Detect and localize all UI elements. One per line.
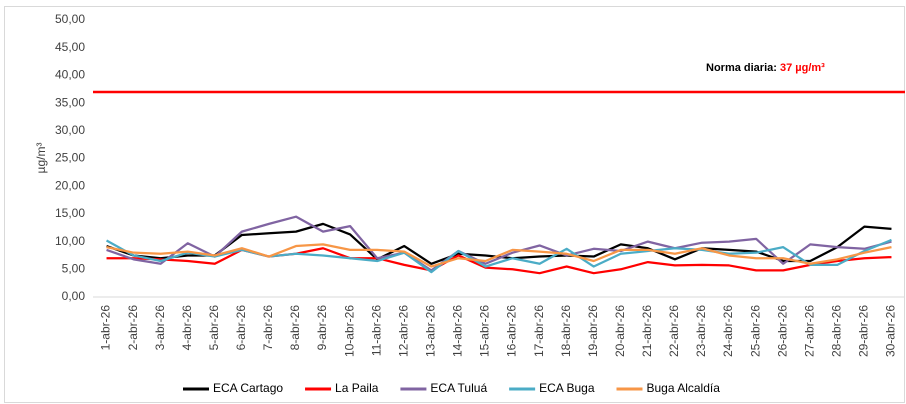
chart-frame: [4, 6, 905, 403]
x-tick-label: 7-abr-26: [261, 305, 275, 351]
x-tick-label: 2-abr-26: [126, 305, 140, 351]
legend-label: ECA Tuluá: [430, 381, 487, 395]
x-tick-label: 19-abr-26: [586, 305, 600, 357]
x-tick-label: 22-abr-26: [667, 305, 681, 357]
x-tick-label: 3-abr-26: [153, 305, 167, 351]
y-tick-label: 30,00: [55, 123, 85, 137]
x-tick-label: 29-abr-26: [857, 305, 871, 357]
y-tick-label: 10,00: [55, 234, 85, 248]
y-tick-label: 40,00: [55, 68, 85, 82]
annotation: Norma diaria: 37 µg/m³: [706, 62, 825, 74]
x-tick-label: 18-abr-26: [559, 305, 573, 357]
y-tick-label: 45,00: [55, 40, 85, 54]
legend-label: La Paila: [335, 381, 379, 395]
y-axis-label: µg/m³: [34, 143, 48, 174]
y-tick-label: 15,00: [55, 206, 85, 220]
x-tick-label: 20-abr-26: [613, 305, 627, 357]
x-tick-label: 12-abr-26: [396, 305, 410, 357]
x-tick-label: 9-abr-26: [315, 305, 329, 351]
x-tick-label: 8-abr-26: [288, 305, 302, 351]
y-tick-label: 20,00: [55, 178, 85, 192]
x-tick-label: 10-abr-26: [342, 305, 356, 357]
x-tick-label: 11-abr-26: [369, 305, 383, 356]
x-tick-label: 25-abr-26: [748, 305, 762, 357]
x-tick-label: 16-abr-26: [505, 305, 519, 357]
x-tick-label: 4-abr-26: [180, 305, 194, 351]
x-tick-label: 1-abr-26: [99, 305, 113, 351]
x-tick-label: 23-abr-26: [694, 305, 708, 357]
y-tick-label: 0,00: [62, 289, 86, 303]
x-tick-label: 14-abr-26: [451, 305, 465, 357]
legend-label: Buga Alcaldía: [647, 381, 721, 395]
x-tick-label: 5-abr-26: [207, 305, 221, 351]
y-tick-label: 50,00: [55, 12, 85, 26]
annotation-label: Norma diaria:: [706, 62, 777, 74]
y-tick-label: 35,00: [55, 95, 85, 109]
legend-label: ECA Cartago: [213, 381, 283, 395]
annotation-value: 37 µg/m³: [780, 62, 825, 74]
x-tick-label: 27-abr-26: [802, 305, 816, 357]
series-line: [105, 238, 892, 274]
x-tick-label: 28-abr-26: [830, 305, 844, 357]
x-tick-label: 17-abr-26: [532, 305, 546, 357]
x-tick-label: 13-abr-26: [424, 305, 438, 357]
series-line: [106, 215, 892, 272]
series-line: [106, 243, 892, 268]
x-tick-label: 24-abr-26: [721, 305, 735, 357]
x-tick-label: 26-abr-26: [775, 305, 789, 357]
x-tick-label: 21-abr-26: [640, 305, 654, 357]
x-tick-label: 15-abr-26: [478, 305, 492, 357]
legend-label: ECA Buga: [539, 381, 595, 395]
y-tick-label: 5,00: [62, 261, 86, 275]
x-tick-label: 30-abr-26: [884, 305, 898, 357]
series-line: [106, 222, 892, 265]
y-tick-label: 25,00: [55, 151, 85, 165]
x-tick-label: 6-abr-26: [234, 305, 248, 351]
series-line: [106, 247, 892, 275]
